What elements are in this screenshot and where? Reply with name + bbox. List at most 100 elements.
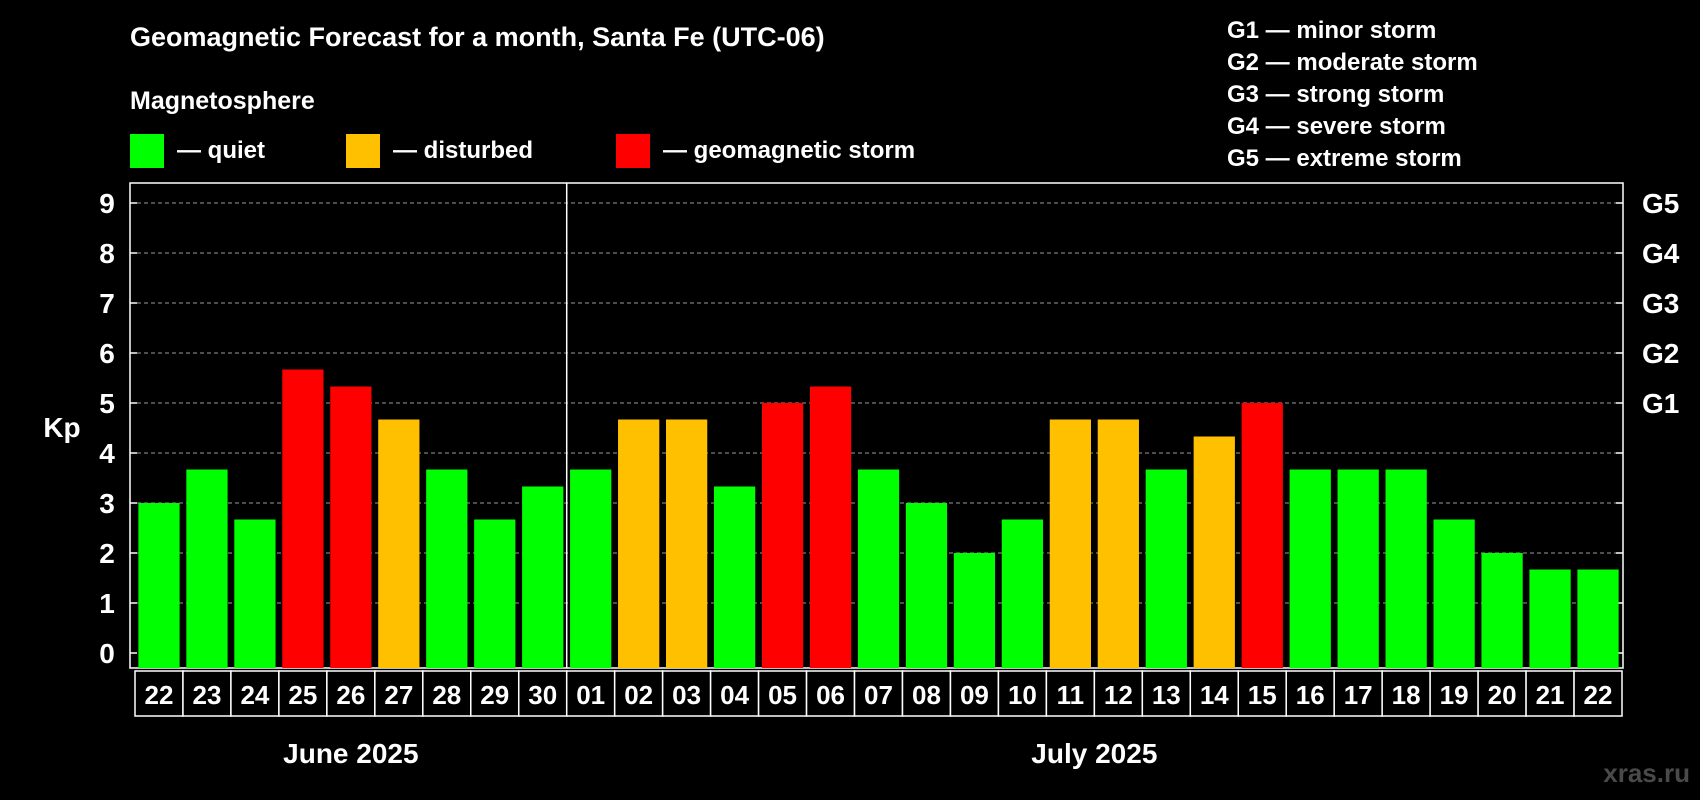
day-label-3: 25 bbox=[288, 680, 317, 710]
bar-17 bbox=[953, 553, 996, 668]
legend-label-1: — disturbed bbox=[393, 137, 533, 164]
storm-scale-legend: G1 — minor storm G2 — moderate storm G3 — … bbox=[1227, 17, 1478, 172]
day-label-26: 18 bbox=[1392, 680, 1421, 710]
day-label-2: 24 bbox=[240, 680, 269, 710]
day-label-0: 22 bbox=[145, 680, 174, 710]
day-label-21: 13 bbox=[1152, 680, 1181, 710]
day-label-13: 05 bbox=[768, 680, 797, 710]
day-label-box-2 bbox=[230, 670, 280, 717]
bar-20 bbox=[1097, 419, 1139, 668]
bar-6 bbox=[426, 469, 468, 668]
bar-4 bbox=[330, 386, 372, 668]
day-label-16: 08 bbox=[912, 680, 941, 710]
bar-7 bbox=[474, 519, 516, 668]
day-label-box-11 bbox=[661, 670, 712, 717]
y-tick-label-4: 4 bbox=[99, 438, 115, 469]
legend-label-0: — quiet bbox=[177, 137, 265, 164]
day-label-20: 12 bbox=[1104, 680, 1133, 710]
day-label-27: 19 bbox=[1440, 680, 1469, 710]
legend: — quiet — disturbed — geomagnetic storm bbox=[130, 134, 915, 168]
day-label-box-18 bbox=[997, 670, 1048, 717]
bar-8 bbox=[522, 486, 564, 668]
day-label-19: 11 bbox=[1057, 680, 1085, 710]
day-label-box-9 bbox=[565, 670, 616, 717]
legend-swatch-1 bbox=[346, 134, 380, 168]
day-label-12: 04 bbox=[720, 680, 749, 710]
day-label-box-13 bbox=[757, 670, 808, 717]
day-label-box-12 bbox=[709, 670, 760, 717]
y-axis-label: Kp bbox=[43, 412, 80, 443]
day-label-6: 28 bbox=[432, 680, 461, 710]
month-label-0: June 2025 bbox=[283, 738, 418, 769]
y-tick-label-1: 1 bbox=[99, 588, 115, 619]
day-label-box-23 bbox=[1237, 670, 1287, 717]
day-label-box-1 bbox=[182, 670, 232, 717]
storm-scale-item-2: G2 — moderate storm bbox=[1227, 49, 1478, 76]
day-label-22: 14 bbox=[1200, 680, 1229, 710]
bar-26 bbox=[1385, 469, 1427, 668]
day-label-10: 02 bbox=[624, 680, 653, 710]
day-label-14: 06 bbox=[816, 680, 845, 710]
day-label-box-14 bbox=[805, 670, 856, 717]
day-label-box-19 bbox=[1045, 670, 1096, 717]
day-label-11: 03 bbox=[672, 680, 701, 710]
day-label-4: 26 bbox=[336, 680, 365, 710]
day-label-8: 30 bbox=[528, 680, 557, 710]
y-tick-label-8: 8 bbox=[99, 238, 115, 269]
y-tick-label-9: 9 bbox=[99, 188, 115, 219]
day-label-30: 22 bbox=[1584, 680, 1613, 710]
chart-title: Geomagnetic Forecast for a month, Santa … bbox=[130, 22, 825, 52]
bar-2 bbox=[234, 519, 276, 668]
y-tick-label-5: 5 bbox=[99, 388, 115, 419]
day-label-box-20 bbox=[1093, 670, 1144, 717]
bar-19 bbox=[1049, 419, 1091, 668]
day-label-5: 27 bbox=[384, 680, 413, 710]
day-label-23: 15 bbox=[1248, 680, 1277, 710]
storm-scale-item-1: G1 — minor storm bbox=[1227, 17, 1436, 44]
day-label-7: 29 bbox=[480, 680, 509, 710]
bar-15 bbox=[857, 469, 900, 668]
storm-scale-item-4: G4 — severe storm bbox=[1227, 113, 1446, 140]
day-label-box-17 bbox=[949, 670, 1000, 717]
legend-swatch-0 bbox=[130, 134, 164, 168]
right-axis-label-g1: G1 bbox=[1642, 388, 1679, 419]
day-label-box-26 bbox=[1381, 670, 1431, 717]
day-label-box-7 bbox=[470, 670, 520, 717]
day-label-box-10 bbox=[613, 670, 664, 717]
day-label-box-15 bbox=[853, 670, 904, 717]
bar-11 bbox=[666, 419, 708, 668]
storm-scale-item-3: G3 — strong storm bbox=[1227, 81, 1444, 108]
right-axis-label-g3: G3 bbox=[1642, 288, 1679, 319]
day-label-28: 20 bbox=[1488, 680, 1517, 710]
month-label-1: July 2025 bbox=[1031, 738, 1157, 769]
bar-16 bbox=[905, 503, 948, 668]
day-label-box-3 bbox=[278, 670, 328, 717]
day-label-9: 01 bbox=[576, 680, 605, 710]
day-label-box-25 bbox=[1333, 670, 1383, 717]
bar-27 bbox=[1433, 519, 1475, 668]
bar-0 bbox=[138, 503, 180, 668]
day-label-box-24 bbox=[1285, 670, 1335, 717]
bar-10 bbox=[618, 419, 660, 668]
legend-heading: Magnetosphere bbox=[130, 87, 315, 115]
day-label-18: 10 bbox=[1008, 680, 1037, 710]
y-tick-label-0: 0 bbox=[99, 638, 115, 669]
bar-9 bbox=[570, 469, 612, 668]
day-label-box-28 bbox=[1477, 670, 1527, 717]
day-label-box-22 bbox=[1189, 670, 1240, 717]
bar-1 bbox=[186, 469, 228, 668]
y-tick-label-3: 3 bbox=[99, 488, 115, 519]
bar-24 bbox=[1289, 469, 1331, 668]
y-tick-label-2: 2 bbox=[99, 538, 115, 569]
day-label-24: 16 bbox=[1296, 680, 1325, 710]
day-label-1: 23 bbox=[192, 680, 221, 710]
bar-22 bbox=[1193, 436, 1235, 668]
bar-25 bbox=[1337, 469, 1379, 668]
bar-23 bbox=[1241, 403, 1283, 668]
bar-28 bbox=[1481, 553, 1523, 668]
bar-14 bbox=[809, 386, 852, 668]
day-label-box-30 bbox=[1573, 670, 1623, 717]
y-tick-label-7: 7 bbox=[99, 288, 115, 319]
bar-18 bbox=[1001, 519, 1044, 668]
legend-label-2: — geomagnetic storm bbox=[663, 137, 915, 164]
